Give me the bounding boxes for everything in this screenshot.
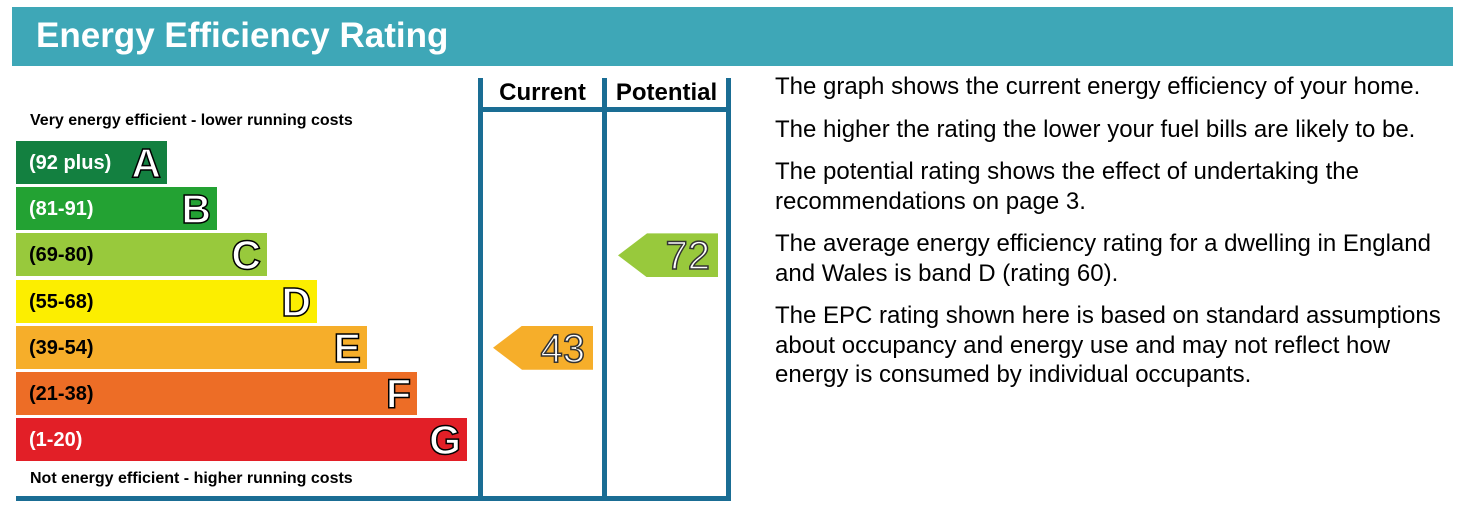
band-range-label: (39-54) xyxy=(29,336,94,359)
band-g: (1-20) G xyxy=(16,417,467,464)
description-paragraph: The average energy efficiency rating for… xyxy=(775,230,1431,287)
column-divider-line xyxy=(602,78,607,501)
potential-rating-arrow: 72 xyxy=(618,233,718,279)
caption-bottom: Not energy efficient - higher running co… xyxy=(30,470,353,487)
description-paragraph: The graph shows the current energy effic… xyxy=(775,73,1421,100)
description-paragraph: The EPC rating shown here is based on st… xyxy=(775,302,1441,388)
band-range-label: (55-68) xyxy=(29,290,94,313)
band-letter: E xyxy=(333,324,362,371)
potential-column-right-line xyxy=(726,78,731,501)
band-f: (21-38) F xyxy=(16,371,417,417)
band-letter: G xyxy=(428,417,461,464)
band-a: (92 plus) A xyxy=(16,140,167,186)
band-range-label: (69-80) xyxy=(29,244,94,267)
current-column-left-line xyxy=(478,78,483,501)
rating-value: 72 xyxy=(665,234,711,279)
current-column-header: Current xyxy=(499,79,586,106)
band-range-label: (92 plus) xyxy=(29,152,112,174)
band-range-label: (81-91) xyxy=(29,198,94,221)
description-paragraph: The higher the rating the lower your fue… xyxy=(775,115,1416,143)
band-e: (39-54) E xyxy=(16,324,367,371)
band-letter: B xyxy=(181,186,212,233)
band-c: (69-80) C xyxy=(16,232,267,279)
column-header-line xyxy=(478,107,731,112)
band-range-label: (1-20) xyxy=(29,429,83,452)
band-range-label: (21-38) xyxy=(29,383,94,405)
caption-top: Very energy efficient - lower running co… xyxy=(30,112,353,129)
potential-column-header: Potential xyxy=(615,79,718,106)
description-paragraph: The potential rating shows the effect of… xyxy=(775,158,1359,215)
page-title: Energy Efficiency Rating xyxy=(36,16,449,55)
current-rating-arrow: 43 xyxy=(493,325,593,371)
description-text: The graph shows the current energy effic… xyxy=(775,72,1455,403)
band-letter: C xyxy=(231,232,262,279)
header-bar: Energy Efficiency Rating xyxy=(12,7,1453,66)
band-d: (55-68) D xyxy=(16,278,317,325)
band-letter: F xyxy=(385,371,412,417)
band-b: (81-91) B xyxy=(16,186,217,233)
chart-bottom-line xyxy=(16,496,731,501)
band-letter: D xyxy=(281,278,312,325)
rating-value: 43 xyxy=(540,326,586,371)
band-letter: A xyxy=(131,140,162,186)
